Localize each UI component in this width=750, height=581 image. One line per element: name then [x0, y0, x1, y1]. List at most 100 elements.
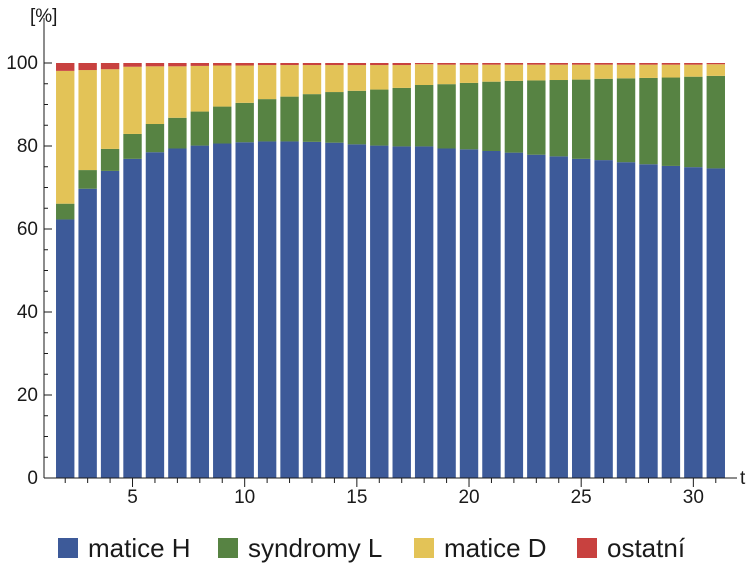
x-tick-label: 30: [683, 487, 704, 508]
bar-segment-matice-d-t21: [482, 64, 501, 82]
bar-segment-ostatní-t12: [280, 63, 299, 66]
bar-segment-matice-d-t8: [190, 65, 210, 112]
bar-segment-matice-d-t24: [549, 64, 568, 81]
bar-segment-ostatní-t10: [235, 63, 254, 66]
bar-segment-matice-h-t21: [482, 150, 501, 479]
bar-segment-ostatní-t25: [571, 63, 591, 65]
legend-swatch: [58, 538, 78, 558]
bar-segment-matice-h-t31: [706, 168, 725, 478]
bar-segment-matice-d-t20: [459, 64, 479, 83]
y-tick-label: 40: [17, 302, 38, 323]
bar-segment-matice-d-t17: [392, 65, 411, 88]
y-tick-label: 100: [6, 53, 38, 74]
bar-segment-syndromy-l-t13: [302, 94, 322, 142]
legend-label: matice D: [444, 533, 547, 563]
bar-segment-matice-d-t31: [706, 64, 725, 76]
bar-segment-matice-d-t30: [684, 64, 703, 77]
bar-segment-matice-h-t23: [527, 154, 546, 478]
bar-segment-matice-h-t3: [78, 188, 97, 479]
bar-segment-matice-d-t2: [56, 70, 75, 204]
bar-segment-syndromy-l-t6: [145, 124, 165, 153]
bar-segment-syndromy-l-t23: [527, 80, 546, 155]
legend-label: syndromy L: [248, 533, 382, 563]
bar-segment-syndromy-l-t20: [459, 82, 479, 150]
bar-segment-syndromy-l-t10: [235, 102, 254, 143]
bar-segment-matice-h-t18: [414, 146, 434, 478]
bar-segment-syndromy-l-t24: [549, 80, 568, 157]
bar-segment-syndromy-l-t2: [56, 203, 75, 220]
bar-segment-matice-h-t30: [684, 167, 703, 478]
x-tick-label: 15: [346, 487, 367, 508]
bar-segment-matice-d-t23: [527, 64, 546, 81]
bar-segment-syndromy-l-t4: [100, 148, 120, 171]
bar-segment-matice-d-t6: [145, 66, 165, 125]
bar-segment-ostatní-t13: [302, 63, 322, 66]
axes-layer: 0 20 40 60 80 100 5 10 15 20 25 30 [%] t: [6, 6, 746, 508]
bar-segment-matice-h-t9: [213, 143, 232, 478]
bar-segment-matice-h-t16: [370, 145, 389, 478]
y-tick-label: 80: [17, 136, 38, 157]
bar-segment-matice-h-t17: [392, 146, 411, 478]
bar-segment-matice-d-t7: [168, 66, 187, 118]
bar-segment-ostatní-t3: [78, 63, 97, 71]
bar-segment-matice-d-t22: [504, 64, 524, 81]
bar-segment-syndromy-l-t18: [414, 84, 434, 147]
legend-label: matice H: [88, 533, 191, 563]
bar-segment-matice-h-t29: [661, 165, 681, 479]
bar-segment-syndromy-l-t31: [706, 75, 725, 169]
bar-segment-matice-d-t15: [347, 65, 367, 91]
bar-segment-matice-d-t12: [280, 65, 299, 97]
bar-segment-matice-h-t12: [280, 141, 299, 478]
bar-segment-syndromy-l-t17: [392, 87, 411, 147]
bar-segment-matice-d-t27: [616, 64, 636, 79]
bar-segment-matice-d-t25: [571, 64, 591, 80]
bar-segment-matice-d-t9: [213, 65, 232, 107]
bar-segment-matice-h-t15: [347, 144, 367, 478]
bar-segment-syndromy-l-t27: [616, 78, 636, 163]
bar-segment-syndromy-l-t21: [482, 81, 501, 151]
x-tick-label: 5: [127, 487, 138, 508]
x-axis-title: t: [740, 468, 746, 489]
bars-layer: [56, 63, 725, 479]
bar-segment-matice-d-t19: [437, 64, 456, 85]
bar-segment-syndromy-l-t26: [594, 78, 613, 161]
bar-segment-matice-h-t14: [325, 142, 344, 478]
legend-swatch: [577, 538, 597, 558]
bar-segment-matice-h-t20: [459, 149, 479, 478]
bar-segment-matice-h-t6: [145, 152, 165, 478]
bar-segment-ostatní-t2: [56, 63, 75, 71]
legend: matice H syndromy L matice D ostatní: [58, 533, 686, 563]
bar-segment-matice-d-t28: [639, 64, 658, 78]
x-tick-label: 10: [234, 487, 255, 508]
bar-segment-syndromy-l-t12: [280, 96, 299, 142]
bar-segment-matice-h-t7: [168, 148, 187, 479]
x-tick-label: 20: [458, 487, 479, 508]
bar-segment-ostatní-t15: [347, 63, 367, 66]
bar-segment-matice-h-t4: [100, 170, 120, 478]
bar-segment-syndromy-l-t16: [370, 89, 389, 146]
bar-segment-ostatní-t26: [594, 63, 613, 65]
y-tick-label: 0: [27, 468, 38, 489]
bar-segment-matice-h-t8: [190, 145, 210, 478]
bar-segment-matice-d-t4: [100, 69, 120, 149]
bar-segment-syndromy-l-t11: [257, 99, 277, 142]
bar-segment-ostatní-t4: [100, 63, 120, 70]
bar-segment-syndromy-l-t19: [437, 84, 456, 149]
bar-segment-matice-h-t19: [437, 148, 456, 479]
bar-segment-matice-h-t13: [302, 141, 322, 478]
bar-segment-matice-d-t26: [594, 64, 613, 79]
bar-segment-syndromy-l-t7: [168, 117, 187, 149]
bar-segment-syndromy-l-t15: [347, 90, 367, 145]
legend-swatch: [414, 538, 434, 558]
bar-segment-syndromy-l-t22: [504, 80, 524, 153]
bar-segment-syndromy-l-t8: [190, 111, 210, 146]
y-tick-label: 60: [17, 219, 38, 240]
bar-segment-matice-d-t13: [302, 65, 322, 95]
bar-segment-ostatní-t30: [684, 63, 703, 65]
bar-segment-ostatní-t7: [168, 63, 187, 67]
bar-segment-matice-h-t28: [639, 164, 658, 478]
legend-label: ostatní: [607, 533, 686, 563]
bar-segment-syndromy-l-t28: [639, 77, 658, 165]
